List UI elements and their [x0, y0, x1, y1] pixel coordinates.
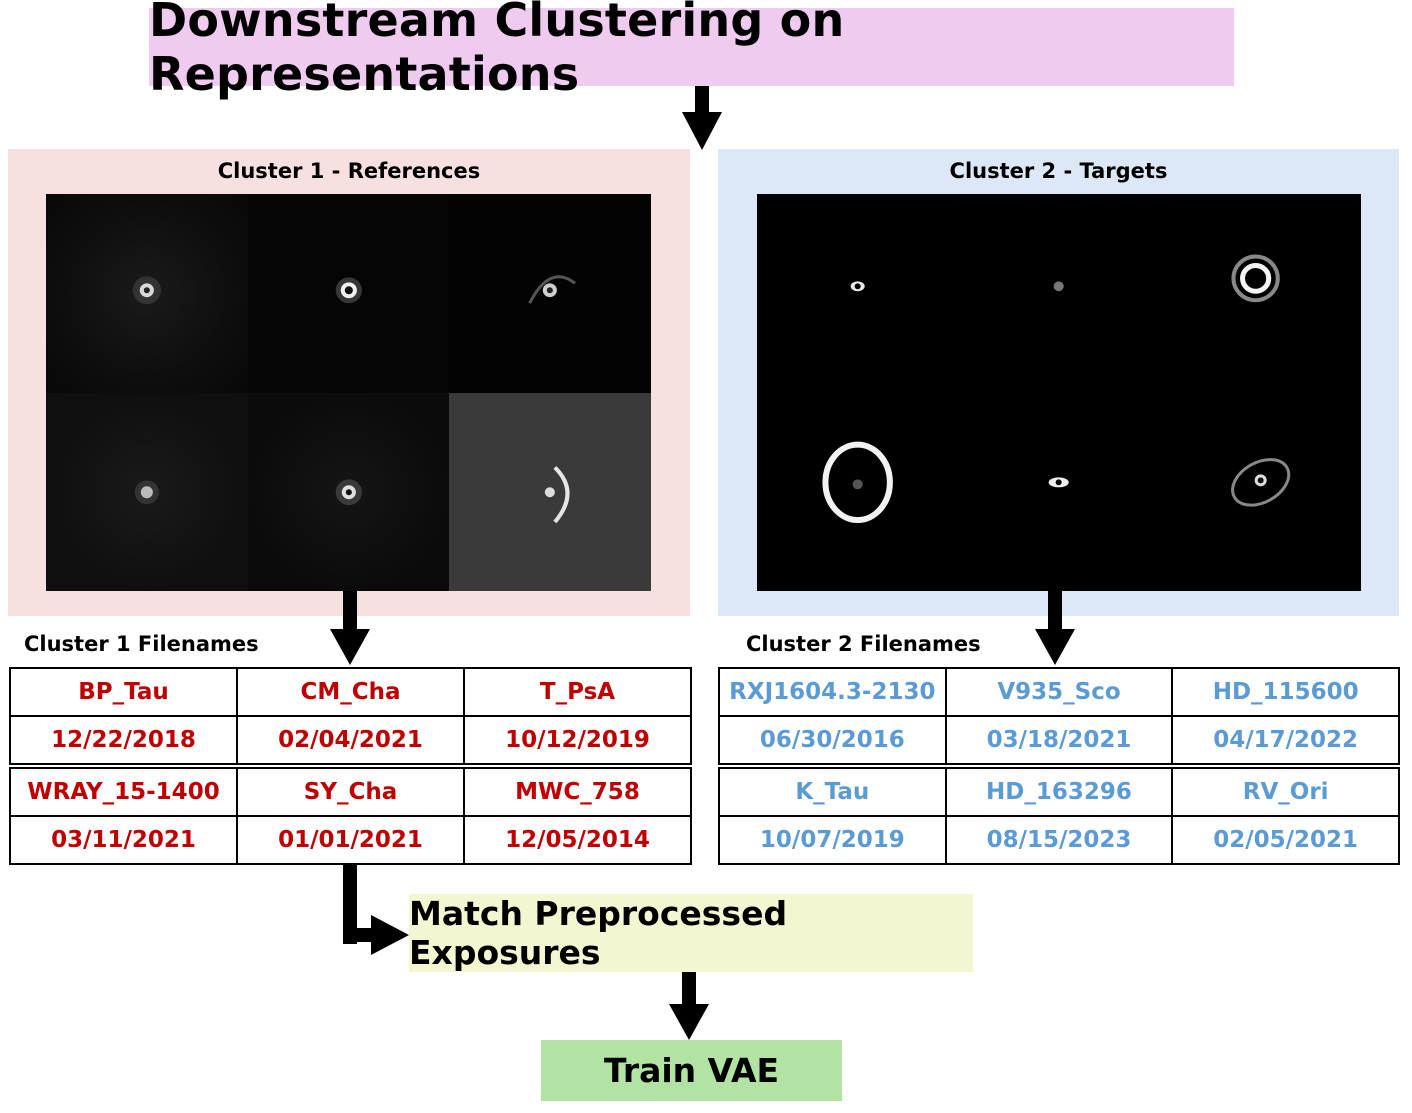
cluster2-image-3 [1159, 194, 1361, 393]
date-cell: 01/01/2021 [236, 815, 465, 865]
filename-cell: V935_Sco [944, 667, 1174, 717]
cluster1-table-1: BP_Tau CM_Cha T_PsA 12/22/2018 02/04/202… [9, 667, 692, 765]
cluster2-image-grid [757, 194, 1361, 591]
arrow-match-down-head [669, 1004, 709, 1040]
arrow-elbow-vertical [343, 864, 357, 944]
cluster2-filenames-label: Cluster 2 Filenames [746, 632, 981, 656]
cluster1-title: Cluster 1 - References [217, 159, 481, 183]
date-cell: 08/15/2023 [944, 815, 1174, 865]
filename-cell: SY_Cha [236, 767, 465, 817]
diagram-title: Downstream Clustering on Representations [149, 0, 845, 101]
arrow-elbow-horizontal [343, 928, 373, 942]
date-cell: 10/12/2019 [463, 715, 692, 765]
date-cell: 04/17/2022 [1171, 715, 1400, 765]
table-row: 12/22/2018 02/04/2021 10/12/2019 [9, 715, 692, 765]
date-cell: 12/22/2018 [9, 715, 238, 765]
date-cell: 03/11/2021 [9, 815, 238, 865]
filename-cell: T_PsA [463, 667, 692, 717]
table-row: 06/30/2016 03/18/2021 04/17/2022 [718, 715, 1400, 765]
date-cell: 10/07/2019 [718, 815, 947, 865]
cluster1-image-6 [449, 392, 651, 591]
filename-cell: WRAY_15-1400 [9, 767, 238, 817]
cluster1-image-1 [46, 194, 248, 393]
cluster2-table-2: K_Tau HD_163296 RV_Ori 10/07/2019 08/15/… [718, 767, 1400, 865]
cluster1-image-3 [449, 194, 651, 393]
cluster2-title: Cluster 2 - Targets [949, 159, 1168, 183]
match-exposures-label: Match Preprocessed Exposures [409, 894, 788, 972]
cluster1-image-5 [247, 392, 450, 591]
train-vae-box: Train VAE [541, 1040, 842, 1101]
cluster2-panel: Cluster 2 - Targets [718, 149, 1399, 616]
arrow-cluster1-down-head [330, 629, 370, 665]
date-cell: 03/18/2021 [944, 715, 1174, 765]
match-exposures-box: Match Preprocessed Exposures [409, 894, 973, 972]
cluster2-image-6 [1159, 392, 1361, 591]
cluster2-image-2 [958, 194, 1160, 393]
date-cell: 02/04/2021 [236, 715, 465, 765]
cluster2-image-1 [757, 194, 959, 393]
cluster1-table-2: WRAY_15-1400 SY_Cha MWC_758 03/11/2021 0… [9, 767, 692, 865]
table-row: K_Tau HD_163296 RV_Ori [718, 767, 1400, 817]
filename-cell: MWC_758 [463, 767, 692, 817]
arrow-title-down-head [682, 112, 722, 150]
table-row: RXJ1604.3-2130 V935_Sco HD_115600 [718, 667, 1400, 717]
arrow-elbow-head [371, 915, 409, 955]
cluster1-panel: Cluster 1 - References [8, 149, 690, 616]
filename-cell: K_Tau [718, 767, 947, 817]
filename-cell: RV_Ori [1171, 767, 1400, 817]
cluster2-image-4 [757, 392, 959, 591]
date-cell: 12/05/2014 [463, 815, 692, 865]
cluster1-image-grid [46, 194, 651, 591]
filename-cell: HD_115600 [1171, 667, 1400, 717]
filename-cell: HD_163296 [944, 767, 1174, 817]
filename-cell: BP_Tau [9, 667, 238, 717]
arrow-cluster2-down-head [1035, 629, 1075, 665]
cluster1-image-4 [46, 392, 248, 591]
arrow-match-down-shaft [682, 972, 696, 1006]
table-row: WRAY_15-1400 SY_Cha MWC_758 [9, 767, 692, 817]
cluster2-image-5 [958, 392, 1160, 591]
cluster1-filenames-label: Cluster 1 Filenames [24, 632, 259, 656]
table-row: BP_Tau CM_Cha T_PsA [9, 667, 692, 717]
train-vae-label: Train VAE [603, 1051, 780, 1090]
cluster1-image-2 [247, 194, 450, 393]
title-box: Downstream Clustering on Representations [149, 0, 1234, 101]
table-row: 03/11/2021 01/01/2021 12/05/2014 [9, 815, 692, 865]
filename-cell: RXJ1604.3-2130 [718, 667, 947, 717]
table-row: 10/07/2019 08/15/2023 02/05/2021 [718, 815, 1400, 865]
cluster2-table-1: RXJ1604.3-2130 V935_Sco HD_115600 06/30/… [718, 667, 1400, 765]
date-cell: 02/05/2021 [1171, 815, 1400, 865]
date-cell: 06/30/2016 [718, 715, 947, 765]
filename-cell: CM_Cha [236, 667, 465, 717]
